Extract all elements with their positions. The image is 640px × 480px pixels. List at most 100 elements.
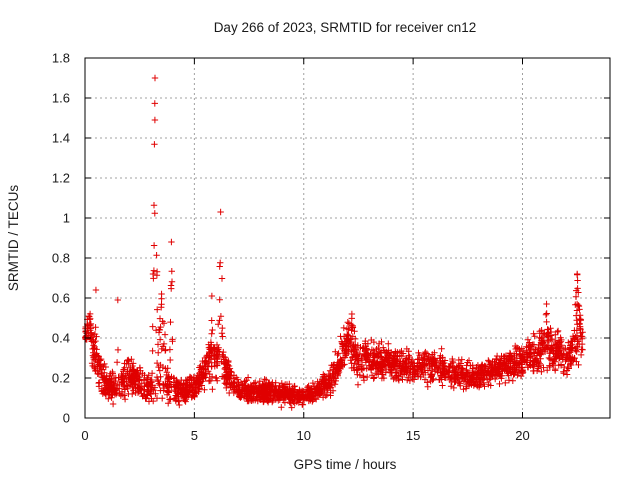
data-point	[168, 383, 175, 391]
ticks-layer	[84, 57, 610, 419]
data-point	[351, 348, 358, 355]
data-point	[154, 341, 162, 348]
data-point	[393, 372, 401, 379]
data-point	[572, 293, 580, 300]
data-point	[421, 353, 428, 361]
data-point	[96, 379, 103, 386]
data-point	[220, 348, 227, 356]
data-point	[124, 357, 131, 364]
data-point	[395, 373, 402, 380]
data-point	[371, 374, 378, 381]
data-point	[335, 350, 342, 357]
data-point	[140, 387, 147, 394]
data-point	[293, 392, 301, 399]
data-point	[466, 378, 473, 385]
data-point	[208, 330, 215, 337]
data-point	[161, 331, 169, 338]
data-point	[516, 351, 523, 358]
data-point	[87, 335, 95, 343]
data-point	[513, 355, 520, 362]
data-point	[208, 349, 215, 357]
data-point	[168, 268, 175, 275]
data-point	[574, 277, 581, 284]
data-point	[155, 380, 163, 387]
data-point	[269, 398, 276, 406]
data-point	[128, 356, 135, 363]
data-point	[458, 365, 465, 372]
data-point	[511, 359, 519, 366]
data-point	[134, 384, 142, 392]
data-point	[464, 359, 471, 366]
data-point	[427, 378, 434, 385]
data-point	[560, 368, 567, 375]
data-point	[294, 391, 301, 398]
data-point	[578, 340, 586, 348]
data-point	[457, 382, 464, 389]
data-point	[568, 338, 575, 345]
data-point	[551, 358, 559, 365]
data-point	[306, 386, 313, 393]
data-point	[157, 373, 164, 380]
data-point	[471, 380, 478, 388]
data-point	[122, 372, 129, 379]
data-point-peak	[208, 292, 216, 300]
data-point	[164, 365, 171, 372]
data-point	[393, 357, 400, 365]
data-point	[109, 400, 117, 408]
data-point	[352, 341, 359, 348]
data-point	[502, 379, 509, 387]
data-point	[166, 346, 174, 353]
data-point	[547, 346, 555, 353]
data-point	[286, 398, 293, 406]
data-point	[205, 359, 213, 366]
data-point	[181, 394, 188, 401]
data-point	[90, 342, 97, 349]
data-point	[422, 348, 429, 356]
data-point	[353, 367, 360, 374]
data-point	[200, 365, 207, 372]
data-point	[208, 341, 215, 348]
data-point	[165, 375, 172, 382]
data-point	[526, 361, 533, 368]
data-point	[282, 388, 289, 395]
data-point	[416, 365, 424, 372]
data-point	[364, 373, 371, 381]
data-point	[546, 350, 553, 357]
data-point	[421, 367, 428, 374]
data-point	[150, 397, 157, 405]
data-point	[360, 377, 368, 384]
data-point	[485, 357, 492, 364]
data-point	[565, 339, 572, 346]
data-point	[424, 379, 431, 386]
data-point	[538, 327, 545, 334]
data-point	[345, 343, 352, 350]
data-point	[476, 382, 483, 389]
data-point	[402, 355, 410, 362]
data-point	[191, 380, 198, 388]
data-point	[272, 382, 279, 389]
data-point	[452, 368, 459, 375]
data-point	[454, 374, 461, 381]
data-point	[364, 351, 371, 358]
y-tick-label: 1.8	[52, 51, 70, 66]
data-point	[89, 345, 97, 353]
x-tick-labels: 0 5 10 15 20	[81, 428, 529, 443]
data-point	[439, 354, 446, 361]
data-point	[542, 311, 550, 318]
data-point	[342, 347, 350, 354]
data-point	[353, 351, 360, 358]
data-point	[319, 394, 327, 401]
data-point	[378, 338, 385, 346]
data-point	[377, 353, 385, 360]
data-point-peak	[543, 300, 550, 308]
data-point	[192, 384, 200, 391]
data-point	[265, 388, 273, 395]
data-point	[455, 364, 462, 371]
data-point	[531, 333, 538, 340]
y-tick-label: 0.2	[52, 371, 70, 386]
y-tick-label: 0.4	[52, 331, 70, 346]
data-point	[322, 392, 329, 400]
data-point	[544, 338, 551, 346]
data-point	[143, 394, 150, 402]
